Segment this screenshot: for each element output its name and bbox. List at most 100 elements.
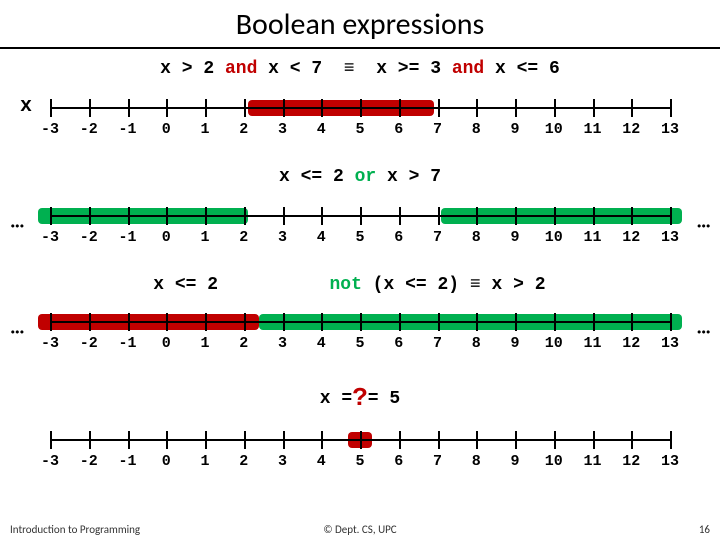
tick xyxy=(360,99,362,117)
tick xyxy=(205,431,207,449)
tick-label: 4 xyxy=(317,229,326,246)
tick-label: 5 xyxy=(355,453,364,470)
tick-label: 10 xyxy=(545,229,563,246)
tick-label: 9 xyxy=(510,121,519,138)
tick xyxy=(166,99,168,117)
tick xyxy=(50,313,52,331)
tick xyxy=(166,207,168,225)
tick-label: 13 xyxy=(661,229,679,246)
tick xyxy=(399,207,401,225)
tick-label: 3 xyxy=(278,453,287,470)
tick-label: 1 xyxy=(200,121,209,138)
tick xyxy=(399,99,401,117)
tick-label: 10 xyxy=(545,453,563,470)
tick xyxy=(554,99,556,117)
tick-label: 13 xyxy=(661,453,679,470)
tick-label: 0 xyxy=(162,453,171,470)
ticks xyxy=(50,207,670,225)
numberline-group: ······-3-2-1012345678910111213 xyxy=(30,193,690,261)
tick xyxy=(554,431,556,449)
expression: x <= 2 or x > 7 xyxy=(30,167,690,187)
tick xyxy=(670,207,672,225)
tick xyxy=(631,99,633,117)
tick-label: 2 xyxy=(239,229,248,246)
tick-label: 12 xyxy=(622,229,640,246)
tick-label: -3 xyxy=(41,335,59,352)
ellipsis-icon: ··· xyxy=(10,211,24,238)
numberline-group: -3-2-1012345678910111213 xyxy=(30,417,690,485)
tick-label: 6 xyxy=(394,229,403,246)
tick xyxy=(89,431,91,449)
tick-label: -1 xyxy=(118,453,136,470)
tick xyxy=(50,207,52,225)
tick-label: 10 xyxy=(545,335,563,352)
tick-label: 12 xyxy=(622,453,640,470)
tick xyxy=(321,99,323,117)
expression: x =?= 5 xyxy=(30,381,690,411)
tick-label: 6 xyxy=(394,335,403,352)
tick-label: 8 xyxy=(472,335,481,352)
ticks xyxy=(50,99,670,117)
footer-mid: © Dept. CS, UPC xyxy=(323,523,396,536)
ellipsis-icon: ··· xyxy=(696,317,710,344)
tick-label: 11 xyxy=(583,453,601,470)
tick xyxy=(128,207,130,225)
tick-label: -3 xyxy=(41,453,59,470)
tick-label: 3 xyxy=(278,335,287,352)
tick xyxy=(244,99,246,117)
ellipsis-icon: ··· xyxy=(10,317,24,344)
tick-label: 1 xyxy=(200,335,209,352)
tick-label: 3 xyxy=(278,121,287,138)
tick-label: -2 xyxy=(80,453,98,470)
tick-label: 2 xyxy=(239,453,248,470)
tick-label: 1 xyxy=(200,229,209,246)
tick-label: -3 xyxy=(41,229,59,246)
tick xyxy=(476,207,478,225)
tick xyxy=(438,99,440,117)
expression-right: not (x <= 2) ≡ x > 2 xyxy=(329,275,545,295)
tick xyxy=(631,207,633,225)
tick-label: 5 xyxy=(355,229,364,246)
tick xyxy=(360,431,362,449)
tick xyxy=(50,99,52,117)
tick xyxy=(515,431,517,449)
tick xyxy=(476,313,478,331)
tick xyxy=(438,431,440,449)
tick-label: 0 xyxy=(162,335,171,352)
tick xyxy=(205,313,207,331)
tick xyxy=(438,313,440,331)
tick-label: -1 xyxy=(118,335,136,352)
tick-label: 9 xyxy=(510,335,519,352)
tick xyxy=(515,99,517,117)
tick xyxy=(631,313,633,331)
tick-label: 7 xyxy=(433,335,442,352)
tick xyxy=(128,431,130,449)
tick xyxy=(321,207,323,225)
tick xyxy=(593,313,595,331)
tick xyxy=(244,207,246,225)
tick-label: 2 xyxy=(239,121,248,138)
tick-label: 4 xyxy=(317,121,326,138)
tick-label: 8 xyxy=(472,121,481,138)
tick xyxy=(283,207,285,225)
tick xyxy=(399,431,401,449)
tick-label: 5 xyxy=(355,335,364,352)
tick xyxy=(89,313,91,331)
tick-label: 0 xyxy=(162,121,171,138)
tick xyxy=(321,431,323,449)
tick xyxy=(166,313,168,331)
tick xyxy=(360,207,362,225)
tick-label: 6 xyxy=(394,453,403,470)
tick-label: 11 xyxy=(583,335,601,352)
tick xyxy=(283,431,285,449)
tick-label: 4 xyxy=(317,453,326,470)
footer-left: Introduction to Programming xyxy=(10,523,140,536)
tick-label: 0 xyxy=(162,229,171,246)
tick-label: -2 xyxy=(80,229,98,246)
expression: x > 2 and x < 7 ≡ x >= 3 and x <= 6 xyxy=(30,59,690,79)
tick-label: 3 xyxy=(278,229,287,246)
tick xyxy=(89,99,91,117)
tick-label: 8 xyxy=(472,229,481,246)
footer-right: 16 xyxy=(699,523,710,536)
tick xyxy=(670,431,672,449)
